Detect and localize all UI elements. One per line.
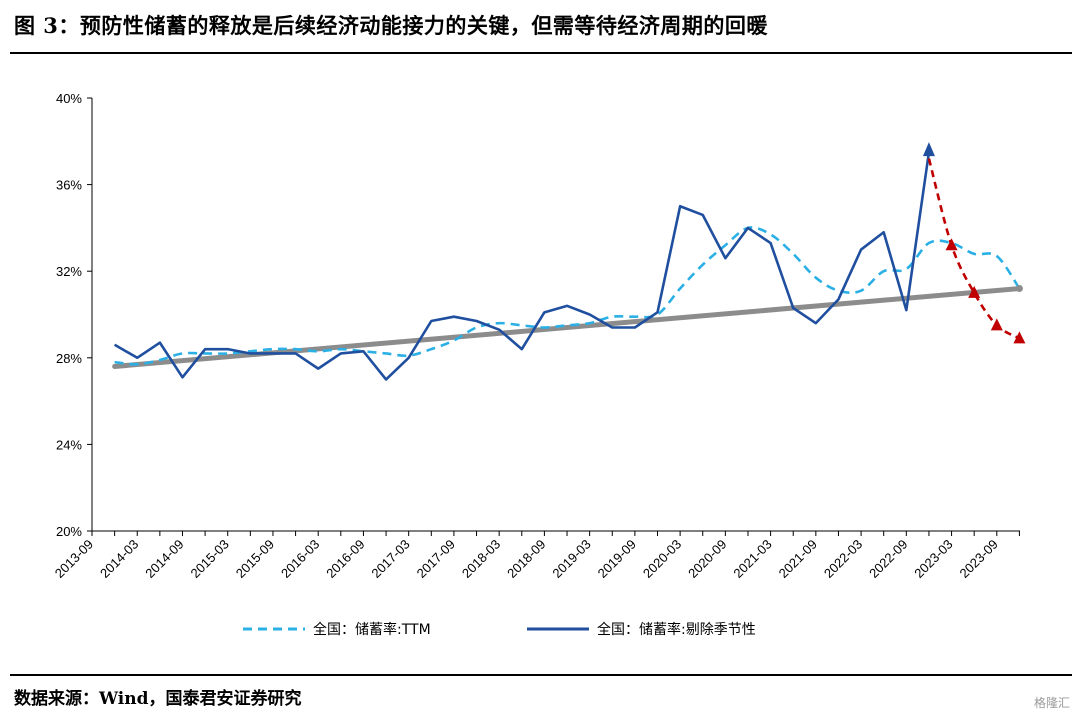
x-tick-label: 2018-09 [504, 537, 548, 581]
series-seasonal-arrowhead [922, 142, 935, 157]
x-tick-label: 2015-03 [187, 537, 231, 581]
trend-end-marker [1015, 285, 1023, 293]
legend-label-ttm: 全国：储蓄率:TTM [313, 621, 431, 638]
x-tick-label: 2016-03 [278, 537, 322, 581]
x-tick-label: 2019-03 [549, 537, 593, 581]
x-tick-label: 2017-03 [368, 537, 412, 581]
forecast-marker [990, 318, 1003, 331]
forecast-marker [945, 238, 958, 251]
chart-series [112, 142, 1026, 381]
x-tick-label: 2014-09 [142, 537, 186, 581]
watermark-logo: 格隆汇 [1033, 696, 1070, 710]
x-tick-label: 2019-09 [595, 537, 639, 581]
x-tick-label: 2013-09 [52, 537, 96, 581]
forecast-marker [1013, 331, 1026, 344]
source-rule [10, 674, 1072, 676]
x-tick-label: 2021-03 [730, 537, 774, 581]
chart-axes: 20%24%28%32%36%40%2013-09 2014-03 2014-09 2… [52, 91, 1020, 581]
x-tick-label: 2022-03 [821, 537, 865, 581]
x-tick-label: 2015-09 [233, 537, 277, 581]
series-forecast-line [927, 158, 1021, 340]
title-rule [10, 52, 1072, 54]
x-tick-label: 2021-09 [776, 537, 820, 581]
figure-title: 图 3：预防性储蓄的释放是后续经济动能接力的关键，但需等待经济周期的回暖 [14, 13, 768, 38]
x-tick-label: 2020-09 [685, 537, 729, 581]
y-tick-label: 40% [56, 91, 82, 106]
data-source: 数据来源：Wind，国泰君安证券研究 [14, 689, 302, 709]
x-tick-label: 2023-09 [957, 537, 1001, 581]
series-ttm-line [114, 226, 1021, 366]
x-tick-label: 2014-03 [97, 537, 141, 581]
x-tick-label: 2020-03 [640, 537, 684, 581]
forecast-marker [968, 285, 981, 298]
y-tick-label: 36% [56, 178, 82, 193]
x-tick-label: 2018-03 [459, 537, 503, 581]
x-tick-label: 2017-09 [414, 537, 458, 581]
y-tick-label: 24% [56, 437, 82, 452]
x-tick-label: 2022-09 [866, 537, 910, 581]
chart-legend: 全国：储蓄率:TTM 全国：储蓄率:剔除季节性 [243, 621, 756, 638]
legend-label-seasonal: 全国：储蓄率:剔除季节性 [597, 621, 756, 638]
y-tick-label: 32% [56, 264, 82, 279]
x-tick-label: 2023-03 [911, 537, 955, 581]
series-seasonal-line [113, 151, 931, 381]
y-tick-label: 28% [56, 351, 82, 366]
y-tick-label: 20% [56, 524, 82, 539]
x-tick-label: 2016-09 [323, 537, 367, 581]
